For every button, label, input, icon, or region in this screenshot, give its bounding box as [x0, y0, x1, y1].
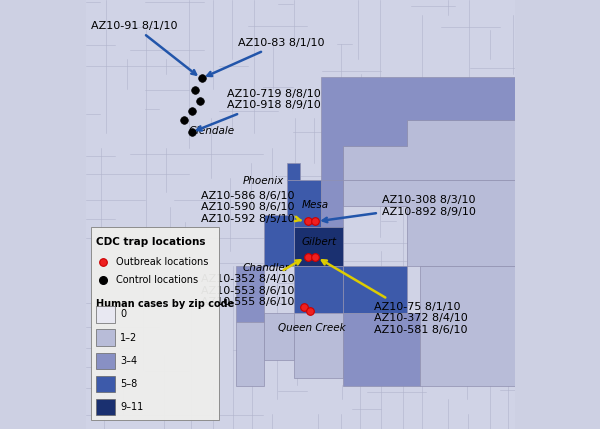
Bar — [96, 399, 115, 415]
Text: Queen Creek: Queen Creek — [278, 323, 346, 333]
Polygon shape — [287, 163, 300, 180]
Text: 0: 0 — [120, 309, 127, 320]
Polygon shape — [293, 227, 343, 266]
Text: 1–2: 1–2 — [120, 332, 137, 343]
Text: Mesa: Mesa — [301, 199, 329, 210]
Polygon shape — [322, 180, 343, 227]
Text: Gilbert: Gilbert — [302, 237, 337, 247]
Bar — [96, 353, 115, 369]
Polygon shape — [343, 266, 407, 313]
Text: Phoenix: Phoenix — [243, 176, 284, 186]
Text: Glendale: Glendale — [189, 126, 235, 136]
Bar — [96, 376, 115, 392]
Polygon shape — [287, 180, 322, 227]
Bar — [96, 329, 115, 346]
Polygon shape — [263, 313, 293, 360]
Polygon shape — [322, 77, 515, 206]
Text: Control locations: Control locations — [116, 275, 197, 285]
Text: AZ10-586 8/6/10
AZ10-590 8/6/10
AZ10-592 8/5/10: AZ10-586 8/6/10 AZ10-590 8/6/10 AZ10-592… — [202, 190, 301, 224]
Text: AZ10-75 8/1/10
AZ10-372 8/4/10
AZ10-581 8/6/10: AZ10-75 8/1/10 AZ10-372 8/4/10 AZ10-581 … — [322, 260, 467, 335]
Polygon shape — [293, 266, 343, 313]
Polygon shape — [420, 266, 515, 386]
Polygon shape — [236, 322, 263, 386]
Text: AZ10-91 8/1/10: AZ10-91 8/1/10 — [91, 21, 196, 75]
Polygon shape — [343, 180, 515, 266]
Text: 5–8: 5–8 — [120, 379, 137, 389]
Text: 9–11: 9–11 — [120, 402, 143, 412]
Text: Human cases by zip code: Human cases by zip code — [96, 299, 234, 309]
Text: AZ10-83 8/1/10: AZ10-83 8/1/10 — [207, 38, 324, 76]
Text: 3–4: 3–4 — [120, 356, 137, 366]
Polygon shape — [343, 313, 420, 386]
Text: AZ10-352 8/4/10
AZ10-553 8/6/10
AZ10-555 8/6/10: AZ10-352 8/4/10 AZ10-553 8/6/10 AZ10-555… — [202, 260, 301, 308]
Text: AZ10-308 8/3/10
AZ10-892 8/9/10: AZ10-308 8/3/10 AZ10-892 8/9/10 — [323, 195, 475, 222]
Text: AZ10-719 8/8/10
AZ10-918 8/9/10: AZ10-719 8/8/10 AZ10-918 8/9/10 — [197, 89, 321, 130]
FancyBboxPatch shape — [91, 227, 220, 420]
Polygon shape — [236, 266, 263, 322]
Bar — [96, 306, 115, 323]
Polygon shape — [293, 313, 343, 378]
Text: CDC trap locations: CDC trap locations — [96, 237, 205, 247]
Text: Chandler: Chandler — [242, 263, 289, 273]
Text: Outbreak locations: Outbreak locations — [116, 257, 208, 267]
Polygon shape — [343, 120, 515, 180]
Polygon shape — [263, 214, 293, 266]
